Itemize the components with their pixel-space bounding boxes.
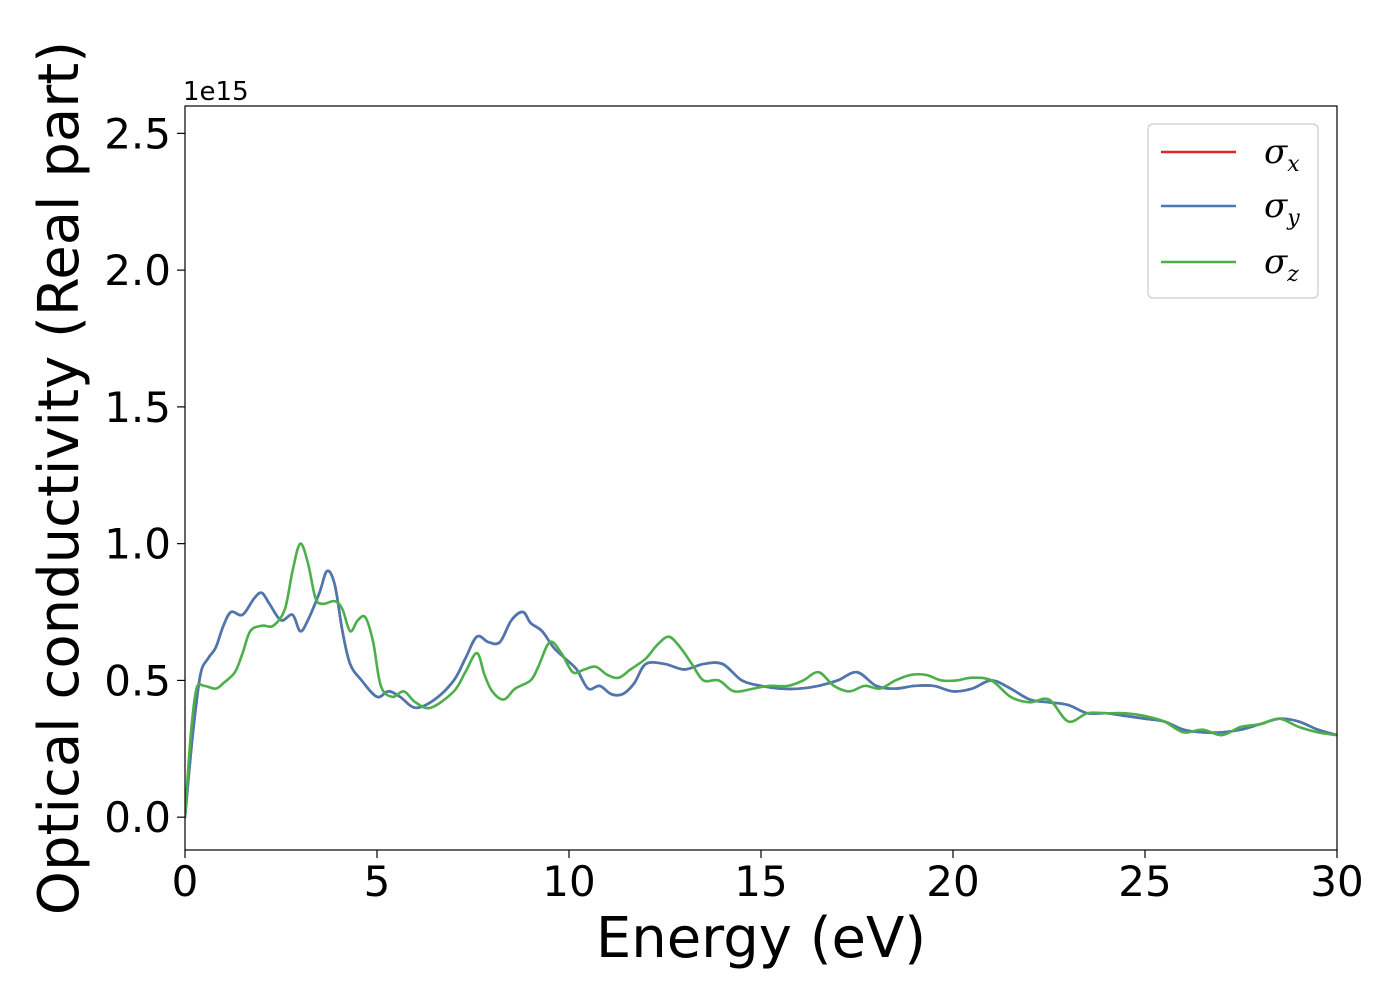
- y-tick-label: 0.5: [104, 656, 171, 705]
- legend-label-sigma-z: σz: [1264, 242, 1299, 287]
- y-tick-label: 2.0: [104, 246, 171, 295]
- legend-box: [1147, 123, 1319, 299]
- x-tick-label: 10: [542, 857, 595, 906]
- series-layer: [185, 542, 1337, 819]
- y-tick-label: 1.0: [104, 520, 171, 569]
- y-axis: 0.0 0.5 1.0 1.5 2.0 2.5: [104, 109, 185, 842]
- y-offset-label: 1e15: [183, 77, 249, 107]
- x-tick-label: 5: [364, 857, 391, 906]
- x-tick-label: 30: [1310, 857, 1363, 906]
- x-axis: 0 5 10 15 20 25 30: [172, 850, 1364, 906]
- y-tick-label: 1.5: [104, 383, 171, 432]
- x-tick-label: 25: [1118, 857, 1171, 906]
- y-tick-label: 0.0: [104, 793, 171, 842]
- y-axis-label: Optical conductivity (Real part): [27, 41, 92, 915]
- x-tick-label: 20: [926, 857, 979, 906]
- y-tick-label: 2.5: [104, 109, 171, 158]
- x-tick-label: 15: [734, 857, 787, 906]
- series-line-sigma-y: [185, 569, 1337, 819]
- x-axis-label: Energy (eV): [596, 906, 926, 971]
- x-tick-label: 0: [172, 857, 199, 906]
- series-line-sigma-x: [185, 569, 1337, 819]
- series-line-sigma-z: [185, 542, 1337, 819]
